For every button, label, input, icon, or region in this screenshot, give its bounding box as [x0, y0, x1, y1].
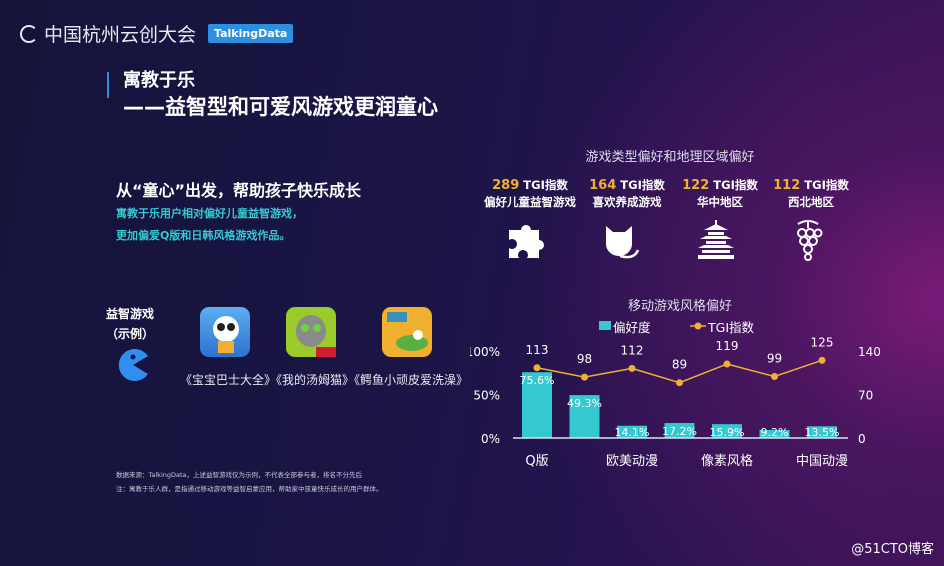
style-preference-chart: 移动游戏风格偏好 偏好度 TGI指数 0% 50% 100% 0 70 140 75.6% 4…: [470, 298, 881, 469]
app-icon-talking-tom: [286, 307, 336, 357]
pagoda-icon: [698, 220, 734, 259]
bar-data-label: 13.5%: [805, 426, 840, 439]
section-heading: 从“童心”出发，帮助孩子快乐成长: [116, 181, 362, 200]
page-subtitle: ——益智型和可爱风游戏更润童心: [123, 95, 438, 119]
event-name: 中国杭州云创大会: [44, 24, 197, 46]
title-divider: [107, 72, 109, 98]
example-label-line1: 益智游戏: [106, 307, 155, 321]
pacman-icon: [118, 349, 148, 381]
example-label-line2: （示例）: [106, 327, 155, 341]
bar: [807, 426, 837, 438]
tgi-data-label: 125: [811, 335, 834, 349]
right-axis-tick: 140: [858, 345, 881, 359]
tgi-data-label: 99: [767, 351, 782, 365]
stat-value: 164: [589, 178, 617, 193]
x-axis-category-label: Q版: [525, 454, 548, 469]
tgi-data-label: 89: [672, 358, 687, 372]
stat-label: 喜欢养成游戏: [592, 195, 662, 209]
cat-icon: [606, 226, 640, 259]
bar-data-label: 49.3%: [567, 397, 602, 410]
tgi-point: [771, 372, 778, 380]
tgi-data-label: 113: [526, 343, 549, 357]
tgi-data-label: 98: [577, 352, 592, 366]
stat-unit: TGI指数: [523, 178, 568, 192]
bar-data-label: 75.6%: [520, 374, 555, 387]
legend-bar-swatch: [599, 321, 611, 330]
brand-badge: TalkingData: [208, 24, 294, 43]
bar: [522, 372, 552, 438]
example-label: 益智游戏 （示例）: [106, 304, 154, 344]
stat-value: 289: [492, 178, 520, 193]
x-axis-category-label: 像素风格: [701, 453, 753, 469]
left-axis-tick: 0%: [481, 432, 500, 446]
stat-unit: TGI指数: [713, 178, 758, 192]
event-logo: 中国杭州云创大会 TalkingData: [20, 20, 294, 47]
data-source-note: 数据来源：TalkingData，上述益智游戏仅为示例，不代表全部参与者，排名不…: [116, 471, 363, 479]
footnotes: 数据来源：TalkingData，上述益智游戏仅为示例，不代表全部参与者，排名不…: [116, 468, 383, 496]
stat-unit: TGI指数: [804, 178, 849, 192]
watermark: @51CTO博客: [851, 542, 934, 557]
chart-title: 移动游戏风格偏好: [628, 298, 732, 314]
bar: [569, 395, 600, 438]
stat-value: 112: [773, 178, 801, 193]
app-icon-wheres-my-water: [382, 307, 432, 357]
grapes-icon: [797, 220, 823, 261]
bar: [712, 424, 742, 438]
bar-data-label: 17.2%: [662, 425, 697, 438]
stat-label: 偏好儿童益智游戏: [484, 195, 576, 209]
stat-item: 112 TGI指数 西北地区: [756, 177, 866, 210]
tgi-point: [723, 360, 731, 368]
legend-line-marker: [694, 322, 702, 330]
bar: [759, 429, 790, 438]
right-axis-tick: 0: [858, 432, 866, 446]
stat-label: 西北地区: [788, 195, 834, 209]
right-axis-tick: 70: [858, 389, 873, 403]
tgi-point: [533, 364, 541, 372]
stat-item: 164 TGI指数 喜欢养成游戏: [572, 177, 682, 210]
description-line-1: 寓教于乐用户相对偏好儿童益智游戏，: [116, 207, 303, 220]
x-axis-category-label: 欧美动漫: [606, 454, 658, 469]
stat-unit: TGI指数: [620, 178, 665, 192]
apps-caption: 《宝宝巴士大全》《我的汤姆猫》《鳄鱼小顽皮爱洗澡》: [180, 373, 469, 387]
stats-section-title: 游戏类型偏好和地理区域偏好: [585, 150, 755, 165]
bar-data-label: 15.9%: [710, 426, 745, 439]
x-axis-category-label: 中国动漫: [796, 454, 848, 469]
bar: [617, 425, 647, 438]
stat-item: 122 TGI指数 华中地区: [665, 177, 775, 210]
bar: [664, 423, 695, 438]
stat-item: 289 TGI指数 偏好儿童益智游戏: [475, 177, 585, 210]
cloud-logo-icon: [20, 24, 38, 43]
page-title: 寓教于乐: [123, 70, 195, 91]
legend-bar-label: 偏好度: [613, 320, 651, 335]
tgi-point: [581, 373, 588, 381]
left-axis-tick: 50%: [473, 389, 500, 403]
puzzle-icon: [509, 225, 544, 258]
legend-line-label: TGI指数: [707, 320, 755, 335]
definition-note: 注：寓教于乐人群，是指通过移动游戏等益智启蒙应用，帮助家中孩童快乐成长的用户群体…: [116, 485, 383, 493]
bar-data-label: 14.1%: [615, 426, 650, 439]
tgi-point: [628, 364, 636, 372]
tgi-data-label: 119: [716, 339, 739, 353]
stat-label: 华中地区: [697, 195, 743, 209]
left-axis-tick: 100%: [470, 345, 500, 359]
bar-data-label: 9.2%: [761, 426, 789, 439]
description-line-2: 更加偏爱Q版和日韩风格游戏作品。: [116, 229, 291, 242]
tgi-point: [818, 356, 826, 364]
stat-value: 122: [682, 178, 710, 193]
app-icon-baby-bus: [200, 307, 250, 357]
tgi-data-label: 112: [621, 343, 644, 357]
tgi-point: [676, 379, 683, 387]
